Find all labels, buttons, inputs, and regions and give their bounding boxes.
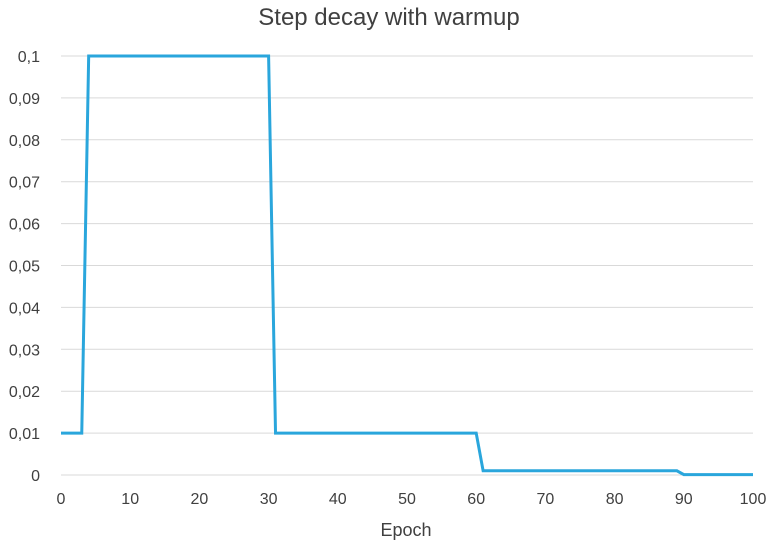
y-tick-label: 0,09 <box>9 91 40 108</box>
grid-lines <box>61 55 753 476</box>
y-tick-label: 0 <box>31 468 40 485</box>
x-tick-label: 70 <box>537 491 555 508</box>
x-tick-label: 0 <box>57 491 66 508</box>
chart-title: Step decay with warmup <box>258 4 519 31</box>
x-tick-label: 100 <box>740 491 767 508</box>
y-tick-label: 0,05 <box>9 259 40 276</box>
x-tick-label: 90 <box>675 491 693 508</box>
y-tick-label: 0,01 <box>9 426 40 443</box>
y-tick-label: 0,07 <box>9 175 40 192</box>
y-tick-label: 0,03 <box>9 342 40 359</box>
y-tick-label: 0,08 <box>9 133 40 150</box>
x-axis-label: Epoch <box>380 520 431 540</box>
y-tick-label: 0,1 <box>18 49 40 66</box>
x-tick-label: 10 <box>121 491 139 508</box>
x-tick-label: 50 <box>398 491 416 508</box>
x-tick-label: 20 <box>191 491 209 508</box>
series-line <box>61 54 753 477</box>
x-tick-label: 30 <box>260 491 278 508</box>
x-tick-label: 80 <box>606 491 624 508</box>
y-tick-label: 0,02 <box>9 384 40 401</box>
y-tick-labels: 0 0,01 0,02 0,03 0,04 0,05 0,06 0,07 0,08 0,09 0,1 <box>9 49 40 485</box>
y-tick-label: 0,06 <box>9 217 40 234</box>
x-tick-labels: 0 10 20 30 40 50 60 70 80 90 100 <box>57 491 767 508</box>
x-tick-label: 40 <box>329 491 347 508</box>
y-tick-label: 0,04 <box>9 300 40 317</box>
x-tick-label: 60 <box>467 491 485 508</box>
